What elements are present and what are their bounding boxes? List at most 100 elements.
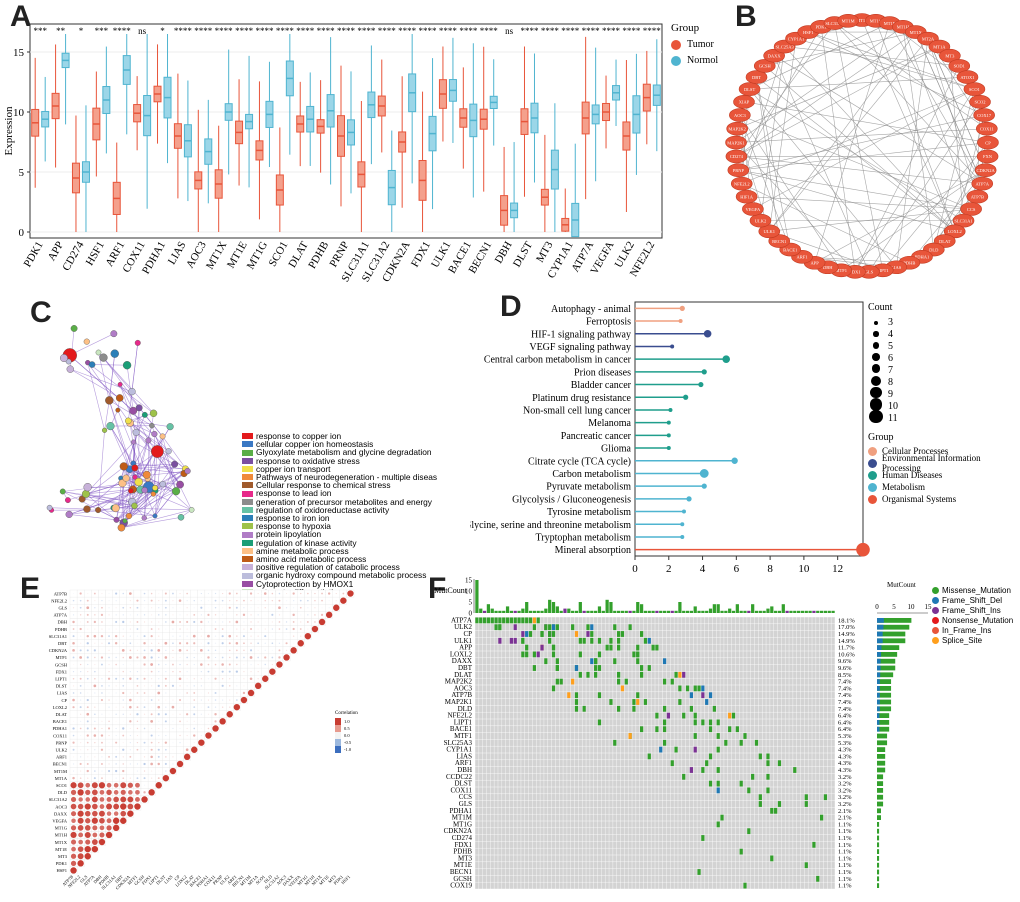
- heatmap-dot-e: [129, 649, 132, 652]
- gene-label-f: LIPT1: [454, 718, 473, 726]
- row-label-e: PRNP: [56, 740, 68, 745]
- percent-label-f: 1.1%: [838, 883, 852, 890]
- mutation-cell-f: [505, 617, 510, 624]
- col-label-e: DBH: [92, 874, 103, 885]
- mutation-cell-f: [655, 712, 659, 719]
- heatmap-dot-e: [221, 635, 224, 638]
- network-node-c: [60, 354, 68, 362]
- lollipop-dot-d: [856, 542, 870, 557]
- network-node-c: [152, 484, 158, 491]
- mutation-cell-f: [701, 719, 705, 726]
- mutation-cell-f: [662, 726, 667, 733]
- legend-c-swatch-icon: [242, 465, 253, 472]
- heatmap-dot-e: [86, 769, 89, 773]
- heatmap-dot-e: [70, 831, 77, 839]
- heatmap-dot-e: [115, 777, 117, 779]
- heatmap-dot-e: [115, 727, 117, 730]
- top-bar-f: [624, 610, 628, 613]
- mutation-cell-f: [551, 685, 556, 692]
- heatmap-dot-e: [86, 634, 89, 638]
- count-legend-item: 4: [868, 328, 1020, 340]
- percent-label-f: 9.6%: [838, 658, 852, 665]
- legend-c-item: protein lipoylation: [242, 530, 437, 539]
- network-node-label-b: SLC31A2: [825, 21, 843, 26]
- heatmap-dot-e: [278, 621, 281, 623]
- heatmap-dot-e: [80, 713, 82, 715]
- heatmap-dot-e: [80, 720, 82, 722]
- heatmap-dot-e: [86, 599, 89, 602]
- heatmap-dot-e: [136, 599, 139, 602]
- heatmap-dot-e: [271, 663, 273, 666]
- heatmap-dot-e: [150, 734, 153, 737]
- heatmap-dot-e: [72, 649, 75, 652]
- mutation-cell-f: [659, 746, 663, 753]
- row-label-e: LIAS: [57, 691, 67, 696]
- count-legend-title: Count: [868, 302, 893, 313]
- top-bar-f: [525, 602, 529, 613]
- network-node-b: [939, 48, 961, 63]
- heatmap-dot-e: [87, 663, 89, 666]
- col-label-e: HSF1: [340, 874, 351, 885]
- heatmap-dot-e: [108, 763, 110, 765]
- percent-label-f: 7.4%: [838, 679, 852, 686]
- gene-label-f: LIAS: [456, 752, 472, 760]
- heatmap-dot-e: [285, 649, 288, 651]
- heatmap-dot-e: [86, 621, 89, 623]
- mutation-cell-f: [620, 631, 625, 637]
- heatmap-dot-e: [314, 607, 316, 609]
- heatmap-dot-e: [208, 607, 209, 608]
- heatmap-dot-e: [122, 606, 125, 609]
- gene-label-f: CD274: [452, 834, 473, 842]
- significance-label: ****: [439, 26, 458, 36]
- heatmap-dot-e: [115, 628, 117, 630]
- network-edge-b: [861, 19, 955, 232]
- mutation-cell-f: [617, 671, 621, 678]
- heatmap-dot-e: [129, 663, 131, 666]
- significance-label: ****: [520, 26, 539, 36]
- network-edge-c: [126, 365, 134, 411]
- heatmap-dot-e: [221, 663, 224, 666]
- network-edge-c: [133, 463, 186, 470]
- mutation-cell-f: [613, 658, 617, 665]
- legend-c-swatch-icon: [242, 506, 253, 513]
- network-node-label-b: DBH: [823, 265, 833, 270]
- y-tick-label-a: 5: [19, 167, 25, 179]
- side-bar-f: [877, 679, 892, 684]
- heatmap-dot-e: [165, 671, 167, 673]
- significance-label: ****: [541, 26, 560, 36]
- heatmap-dot-e: [172, 713, 174, 715]
- heatmap-dot-e: [129, 734, 131, 737]
- heatmap-dot-e: [214, 699, 217, 701]
- gene-label-f: NFE2L2: [448, 712, 473, 720]
- top-bar-f: [517, 610, 521, 613]
- top-bar-f: [743, 610, 747, 613]
- heatmap-dot-e: [70, 811, 77, 817]
- percent-label-f: 5.3%: [838, 740, 852, 747]
- heatmap-dot-e: [77, 810, 84, 817]
- group-dot-icon: [868, 494, 877, 504]
- mutation-cell-f: [597, 665, 602, 671]
- mutation-cell-f: [804, 801, 808, 807]
- significance-label: ****: [398, 26, 417, 36]
- heatmap-dot-e: [264, 663, 266, 666]
- heatmap-dot-e: [235, 670, 238, 673]
- network-node-label-b: DLD: [929, 247, 939, 252]
- heatmap-dot-e: [129, 607, 132, 609]
- heatmap-dot-e: [193, 599, 195, 602]
- mutation-cell-f: [582, 637, 586, 644]
- significance-label: ****: [643, 26, 662, 36]
- legend-f-dot-icon: [932, 626, 939, 634]
- heatmap-dot-e: [285, 621, 288, 623]
- network-node-c: [65, 358, 72, 365]
- col-label-e: DLD: [263, 874, 274, 885]
- heatmap-dot-e: [108, 706, 110, 708]
- top-bar-f: [800, 610, 805, 613]
- network-node-b: [726, 121, 748, 136]
- heatmap-dot-e: [79, 706, 82, 709]
- significance-label: ****: [113, 26, 132, 36]
- x-tick-label-d: 6: [734, 563, 740, 575]
- legend-c-item: positive regulation of catabolic process: [242, 563, 437, 572]
- side-bar-f: [877, 638, 883, 644]
- network-edge-c: [122, 483, 125, 523]
- legend-d: Count 3 4 5 6 7 8 9 10 11 Group Cellular Processes E…: [868, 302, 1020, 505]
